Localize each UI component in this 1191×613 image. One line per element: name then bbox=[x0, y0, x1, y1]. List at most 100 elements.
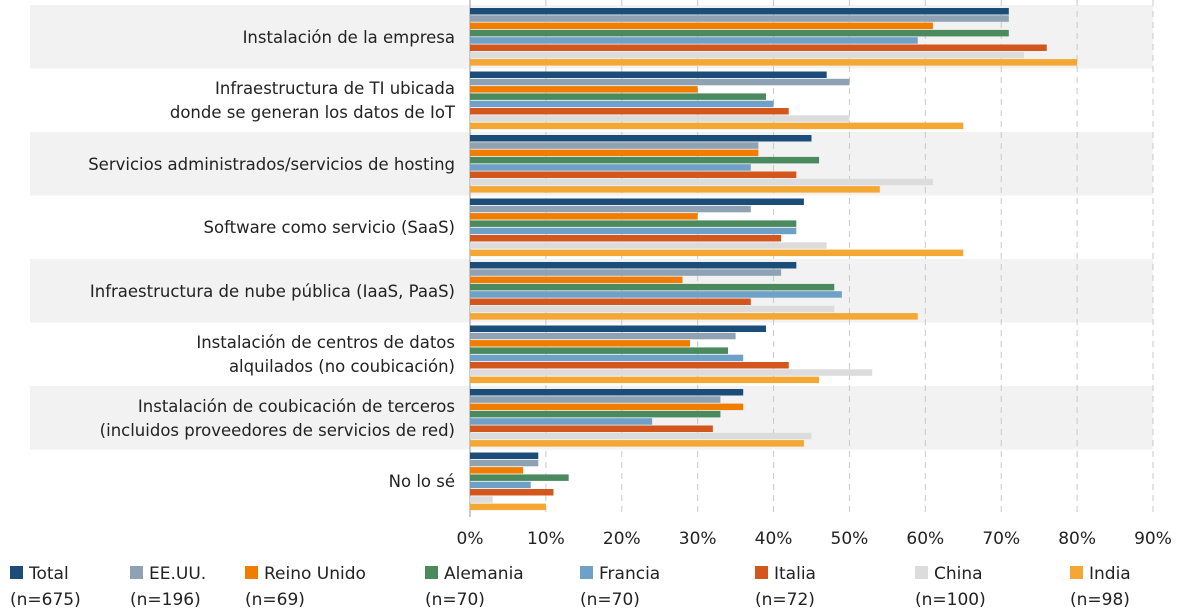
bar bbox=[470, 376, 820, 384]
legend-sample: (n=72) bbox=[755, 590, 815, 610]
bar bbox=[470, 340, 691, 347]
bar bbox=[470, 156, 820, 164]
legend-sample: (n=100) bbox=[915, 590, 986, 610]
bar bbox=[470, 220, 797, 227]
bar bbox=[470, 164, 751, 171]
legend-swatch bbox=[580, 566, 593, 579]
bar bbox=[470, 283, 835, 291]
bar bbox=[470, 44, 1047, 51]
bar bbox=[470, 186, 880, 193]
x-tick-label: 20% bbox=[603, 529, 641, 549]
bar bbox=[470, 171, 797, 178]
legend-label: Reino Unido bbox=[264, 564, 366, 584]
bar bbox=[470, 37, 918, 44]
bar bbox=[470, 71, 827, 78]
bar bbox=[470, 178, 933, 186]
category-label: Servicios administrados/servicios de hos… bbox=[88, 154, 455, 174]
legend-label: Italia bbox=[774, 564, 816, 584]
category-label: Infraestructura de TI ubicada donde se g… bbox=[169, 79, 455, 123]
bar bbox=[470, 313, 918, 320]
bar bbox=[470, 459, 539, 467]
bar bbox=[470, 51, 1024, 59]
legend-label: India bbox=[1089, 564, 1131, 584]
legend-swatch bbox=[425, 566, 438, 579]
category-label: Software como servicio (SaaS) bbox=[203, 218, 455, 238]
bar bbox=[470, 59, 1078, 66]
bar bbox=[470, 78, 850, 86]
category-label: Instalación de coubicación de terceros (… bbox=[99, 396, 455, 440]
legend-sample: (n=196) bbox=[130, 590, 201, 610]
legend-sample: (n=69) bbox=[245, 590, 305, 610]
bar bbox=[470, 213, 698, 220]
legend-label: EE.UU. bbox=[149, 564, 206, 584]
bar bbox=[470, 276, 683, 284]
x-tick-label: 60% bbox=[906, 529, 944, 549]
x-tick-label: 0% bbox=[457, 529, 484, 549]
bar bbox=[470, 291, 842, 298]
bar bbox=[470, 149, 759, 157]
bar bbox=[470, 262, 797, 269]
bar bbox=[470, 410, 721, 418]
bar bbox=[470, 362, 789, 369]
bar bbox=[470, 135, 812, 142]
bar bbox=[470, 298, 751, 305]
x-tick-label: 90% bbox=[1134, 529, 1172, 549]
bar bbox=[470, 481, 531, 489]
bar bbox=[470, 347, 729, 354]
legend-sample: (n=98) bbox=[1070, 590, 1130, 610]
legend-swatch bbox=[755, 566, 768, 579]
x-tick-label: 70% bbox=[982, 529, 1020, 549]
bar bbox=[470, 100, 774, 108]
bar bbox=[470, 235, 782, 242]
bar bbox=[470, 474, 569, 481]
bar bbox=[470, 227, 797, 235]
category-label: No lo sé bbox=[388, 472, 455, 492]
bar bbox=[470, 325, 766, 332]
bar bbox=[470, 440, 804, 447]
bar bbox=[470, 354, 744, 362]
bar bbox=[470, 389, 744, 396]
bar bbox=[470, 142, 759, 149]
bar bbox=[470, 86, 698, 93]
x-tick-label: 50% bbox=[831, 529, 869, 549]
legend-label: Francia bbox=[599, 564, 660, 584]
legend-swatch bbox=[130, 566, 143, 579]
bar bbox=[470, 418, 653, 425]
category-label: Instalación de la empresa bbox=[242, 27, 455, 47]
bar bbox=[470, 198, 804, 205]
legend-sample: (n=70) bbox=[425, 590, 485, 610]
x-tick-label: 40% bbox=[755, 529, 793, 549]
legend-sample: (n=675) bbox=[10, 590, 81, 610]
bar bbox=[470, 332, 736, 340]
legend-swatch bbox=[10, 566, 23, 579]
bar bbox=[470, 496, 493, 503]
bar bbox=[470, 452, 539, 459]
bar bbox=[470, 269, 782, 276]
bar bbox=[470, 29, 1009, 37]
legend-label: China bbox=[934, 564, 983, 584]
bar bbox=[470, 15, 1009, 22]
bar bbox=[470, 8, 1009, 15]
bar bbox=[470, 305, 835, 313]
x-tick-label: 30% bbox=[679, 529, 717, 549]
bar bbox=[470, 93, 766, 100]
legend-label: Total bbox=[28, 564, 69, 584]
legend-swatch bbox=[1070, 566, 1083, 579]
legend-swatch bbox=[915, 566, 928, 579]
bar bbox=[470, 403, 744, 411]
bar bbox=[470, 396, 721, 403]
bar bbox=[470, 489, 554, 496]
x-tick-label: 80% bbox=[1058, 529, 1096, 549]
x-tick-label: 10% bbox=[527, 529, 565, 549]
legend-sample: (n=70) bbox=[580, 590, 640, 610]
bar bbox=[470, 108, 789, 115]
bar bbox=[470, 249, 964, 257]
bar bbox=[470, 205, 751, 213]
bar bbox=[470, 369, 873, 376]
category-label: Instalación de centros de datos alquilad… bbox=[196, 333, 455, 377]
bar bbox=[470, 503, 546, 511]
legend-swatch bbox=[245, 566, 258, 579]
bar bbox=[470, 432, 812, 440]
